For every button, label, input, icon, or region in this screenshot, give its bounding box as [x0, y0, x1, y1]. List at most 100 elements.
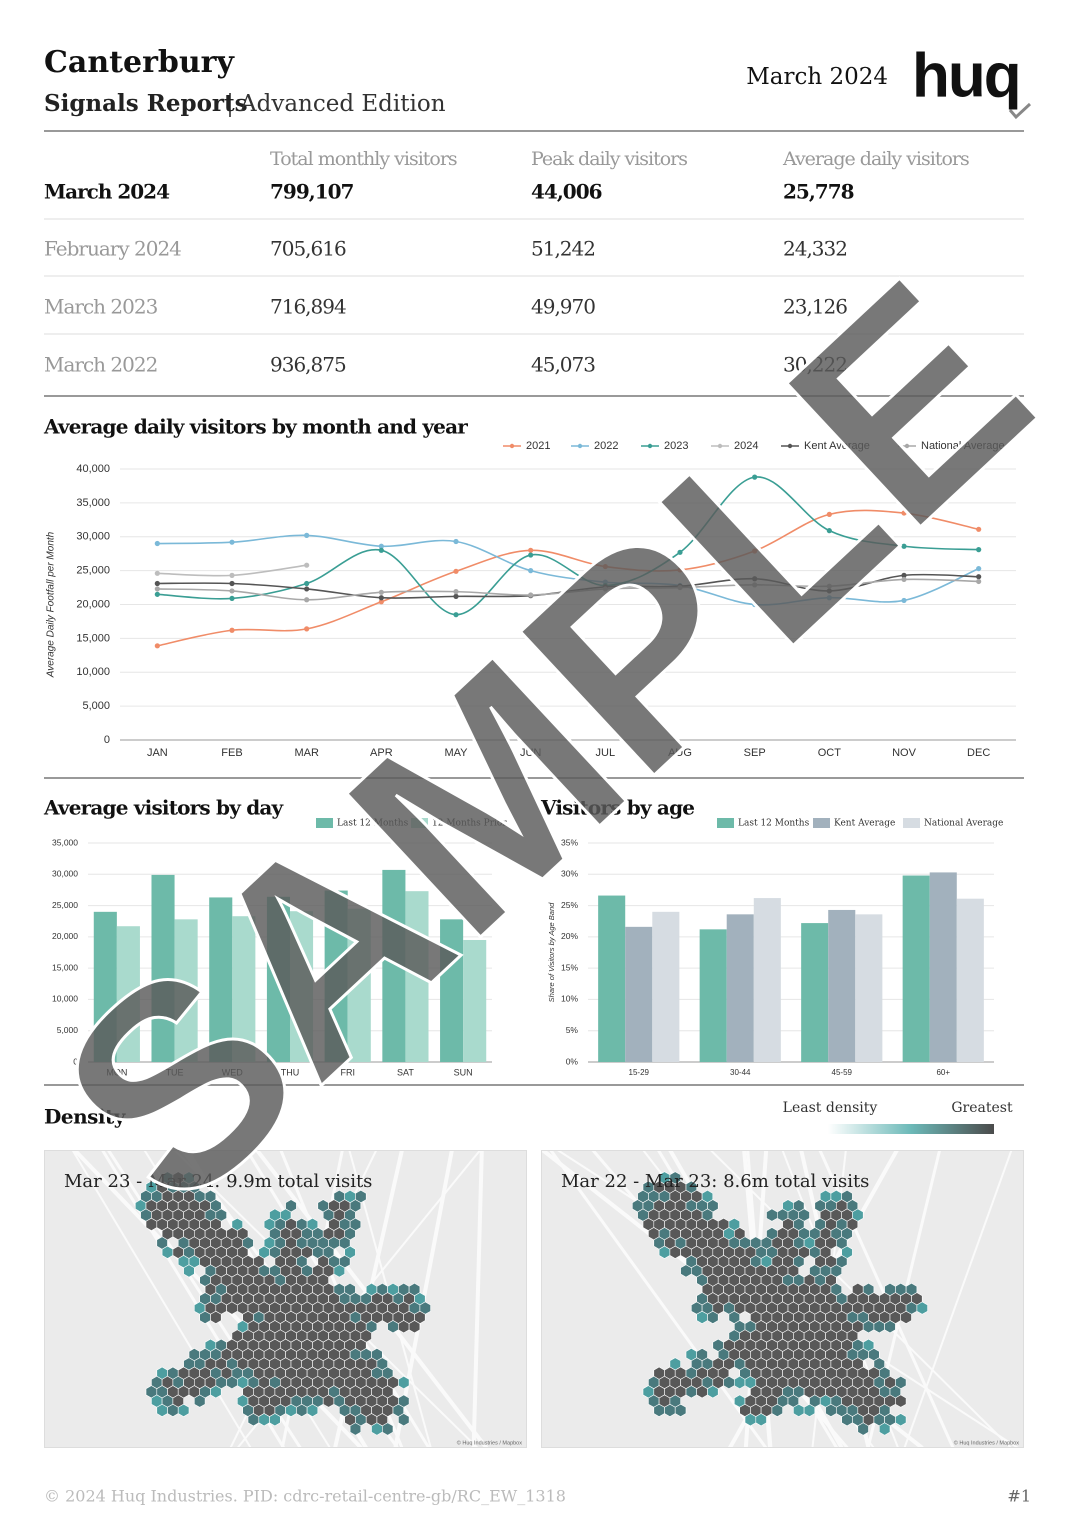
map-credit: © Huq Industries / Mapbox [457, 1439, 522, 1446]
x-tick-label: JAN [147, 747, 168, 759]
column-header: Total monthly visitors [270, 148, 457, 170]
x-tick-label: SEP [744, 747, 766, 759]
y-tick-label: 30,000 [52, 869, 78, 879]
map-road [471, 1150, 484, 1448]
data-point [677, 549, 683, 555]
table-cell: 799,107 [270, 180, 354, 204]
data-point [229, 539, 235, 545]
density-hex [895, 1413, 907, 1427]
legend-dot [509, 443, 515, 449]
x-tick-label: OCT [818, 747, 842, 759]
y-tick-label: 0 [104, 734, 110, 746]
map-border [44, 1150, 527, 1448]
chart-title: Average visitors by day [43, 796, 285, 820]
density-hex [771, 1403, 783, 1417]
data-point [528, 568, 534, 574]
density-hex [387, 1320, 399, 1334]
data-point [453, 589, 459, 595]
legend-label: Last 12 Months [738, 819, 810, 829]
x-tick-label: JUN [520, 747, 541, 759]
data-point [378, 547, 384, 553]
data-point [528, 552, 534, 558]
bar [382, 869, 406, 1062]
bar [440, 919, 464, 1062]
data-point [453, 568, 459, 574]
legend-dot [787, 443, 793, 449]
table-cell: 705,616 [270, 237, 346, 261]
density-hex [766, 1208, 778, 1222]
density-hex [862, 1320, 875, 1334]
density-hex [658, 1245, 671, 1259]
density-hex [156, 1403, 168, 1417]
legend-label: 2021 [526, 440, 550, 452]
density-hex [398, 1375, 410, 1390]
data-point [229, 588, 235, 594]
x-tick-label: MAR [294, 747, 319, 759]
map-title: Mar 22 - Mar 23: 8.6m total visits [561, 1171, 869, 1192]
report-edition: Advanced Edition [239, 91, 446, 117]
density-hex [398, 1413, 410, 1427]
density-title: Density [44, 1105, 127, 1129]
chart: Visitors by age Share of Visitors by Age … [540, 796, 1003, 1078]
x-tick-label: AUG [668, 747, 692, 759]
bar [956, 898, 984, 1062]
density-hex [247, 1413, 260, 1427]
logo: huq [912, 41, 1020, 110]
row-label: March 2022 [44, 353, 157, 377]
data-point [752, 582, 758, 588]
y-tick-label: 40,000 [76, 463, 110, 475]
bar [929, 872, 957, 1062]
data-point [154, 580, 160, 587]
legend-swatch [316, 818, 333, 828]
y-tick-label: 5% [566, 1025, 579, 1035]
y-tick-label: 25,000 [76, 565, 110, 577]
data-point [752, 601, 758, 608]
y-tick-label: 30% [561, 869, 578, 879]
y-tick-label: 30,000 [76, 531, 110, 543]
density-hex [680, 1264, 692, 1278]
data-point [378, 543, 384, 549]
x-tick-label: TUE [166, 1067, 184, 1077]
density-hex [734, 1375, 746, 1390]
row-label: March 2024 [44, 180, 170, 204]
legend-label: Last 12 Months [337, 819, 409, 829]
density-hex [322, 1394, 335, 1408]
data-point [453, 593, 459, 599]
bar [116, 926, 140, 1062]
y-tick-label: 20% [561, 931, 578, 941]
legend-label: 2023 [664, 440, 688, 452]
density-hex [210, 1385, 222, 1399]
y-tick-label: 10,000 [52, 994, 78, 1004]
density-hex [793, 1403, 805, 1417]
x-tick-label: NOV [892, 747, 917, 759]
map-credit: © Huq Industries / Mapbox [954, 1439, 1019, 1446]
map-road [549, 1150, 768, 1448]
data-point [154, 570, 160, 576]
x-tick-label: THU [281, 1067, 300, 1077]
density-hex [408, 1320, 421, 1334]
y-tick-label: 5,000 [82, 700, 110, 712]
bar [463, 939, 487, 1062]
data-point [826, 583, 832, 589]
x-tick-label: MAY [444, 747, 468, 759]
bar [232, 916, 256, 1062]
legend-swatch [813, 818, 830, 828]
map-border [541, 1150, 1024, 1448]
series-line [157, 573, 979, 599]
bar [902, 875, 930, 1062]
y-tick-label: 25% [561, 900, 578, 910]
density-hex [825, 1403, 837, 1417]
data-point [378, 595, 384, 601]
density-hex [333, 1264, 345, 1278]
density-maps: Mar 23 - Mar 24: 9.9m total visits © Huq … [44, 1150, 1024, 1448]
y-tick-label: 15,000 [76, 632, 110, 644]
table-cell: 24,332 [783, 237, 847, 261]
y-tick-label: 35% [561, 837, 578, 847]
x-tick-label: 60+ [936, 1068, 950, 1077]
data-point [229, 627, 235, 633]
map-road [71, 1150, 252, 1448]
density-hex [669, 1245, 681, 1259]
legend-dot [647, 443, 653, 449]
density-map [44, 1150, 527, 1448]
